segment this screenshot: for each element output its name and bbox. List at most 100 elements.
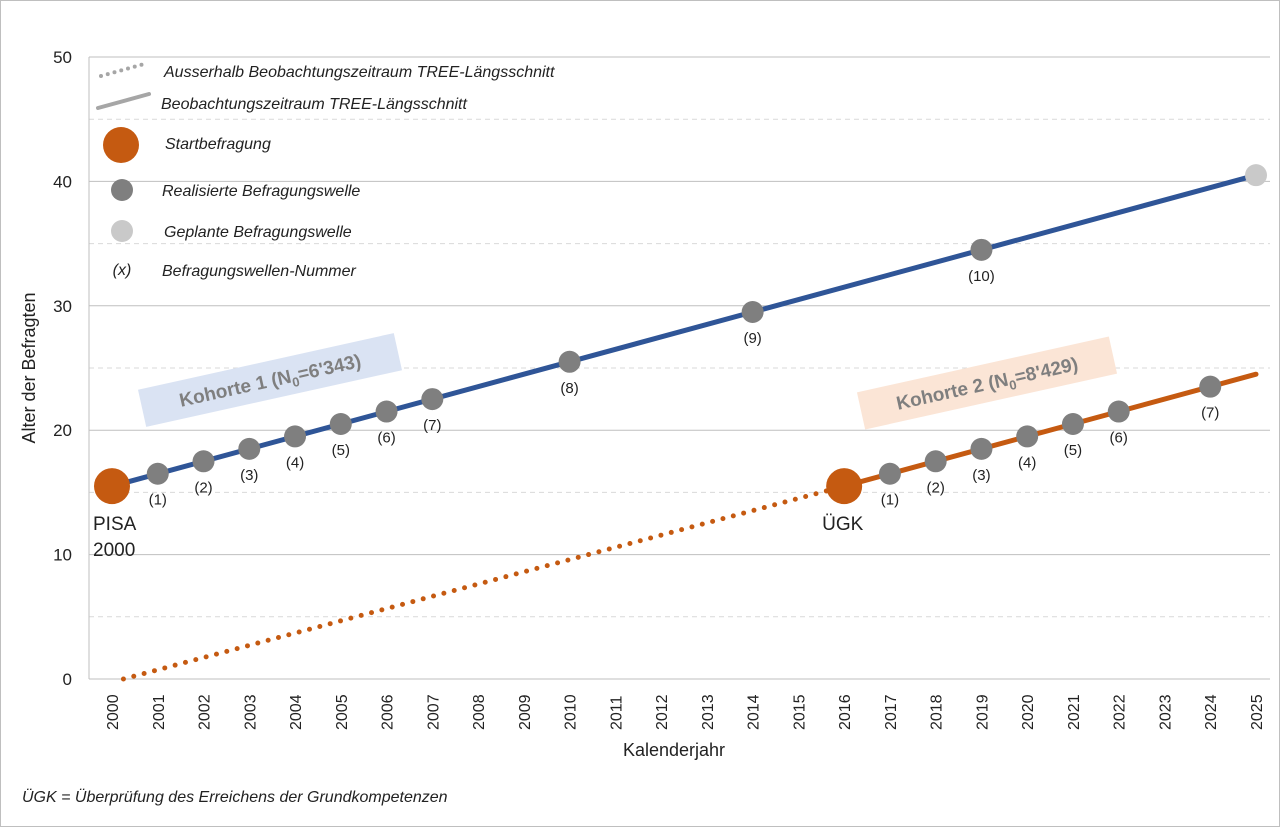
wave-number: (6) [377, 430, 395, 447]
start-marker [94, 468, 130, 505]
x-tick-label: 2009 [517, 694, 534, 730]
wave-marker [558, 350, 581, 373]
x-tick-label: 2020 [1020, 694, 1037, 730]
y-tick-label: 10 [53, 546, 72, 565]
legend-item: Ausserhalb Beobachtungszeitraum TREE-Län… [99, 61, 555, 81]
legend-realized-marker-icon [111, 179, 133, 201]
wave-number: (7) [1201, 405, 1219, 422]
wave-number: (4) [1018, 454, 1036, 471]
x-tick-label: 2016 [837, 694, 854, 730]
x-tick-label: 2024 [1203, 694, 1220, 730]
legend-label: Beobachtungszeitraum TREE-Längsschnitt [161, 96, 467, 113]
wave-marker [1107, 400, 1130, 423]
planned-marker [1245, 164, 1267, 187]
footnote: ÜGK = Überprüfung des Erreichens der Gru… [22, 789, 448, 806]
x-tick-label: 2025 [1249, 694, 1266, 730]
y-tick-label: 30 [53, 297, 72, 316]
legend-label: Realisierte Befragungswelle [162, 183, 360, 200]
wave-number: (3) [972, 467, 990, 484]
x-tick-label: 2019 [974, 694, 991, 730]
series-layer: PISA 2000 (1) (2) (3) (4) (5) (6) (7) (8) (9) (10) Ü… [93, 164, 1267, 682]
wave-marker [329, 412, 352, 435]
legend-label: Befragungswellen-Nummer [162, 263, 357, 280]
wave-marker [421, 388, 444, 411]
x-tick-label: 2021 [1066, 694, 1083, 730]
start-marker [826, 468, 863, 505]
wave-marker [1061, 412, 1084, 435]
wave-number: (10) [968, 268, 995, 285]
y-tick-label: 40 [53, 172, 72, 191]
wave-marker [238, 437, 261, 460]
y-tick-label: 0 [63, 670, 72, 689]
legend-label: Ausserhalb Beobachtungszeitraum TREE-Län… [163, 64, 555, 81]
series-dotted-line [120, 483, 847, 682]
x-tick-label: 2014 [746, 694, 763, 730]
wave-marker [1199, 375, 1222, 398]
wave-marker [970, 238, 993, 261]
series-1: PISA 2000 (1) (2) (3) (4) (5) (6) (7) (8) (9) (10) [93, 164, 1267, 561]
x-tick-label: 2000 [105, 694, 122, 730]
y-tick-label: 20 [53, 421, 72, 440]
legend-planned-marker-icon [111, 220, 133, 242]
x-tick-label: 2002 [197, 694, 214, 730]
wave-number: (8) [560, 380, 578, 397]
wave-number: (1) [149, 492, 167, 509]
x-tick-label: 2010 [563, 694, 580, 730]
wave-number: (7) [423, 417, 441, 434]
x-tick-label: 2012 [654, 694, 671, 730]
cohort-label-bg [137, 333, 403, 427]
axes: 0 10 20 30 40 50 2000 2001 2002 2003 2004 2005 2006 2… [19, 48, 1270, 760]
x-tick-label: 2023 [1157, 694, 1174, 730]
legend-item: Realisierte Befragungswelle [111, 179, 360, 201]
wave-marker [284, 425, 307, 448]
series-line [841, 371, 1259, 489]
wave-marker [1016, 425, 1039, 448]
wave-number: (6) [1110, 430, 1128, 447]
start-label: ÜGK [822, 514, 864, 535]
legend-item: Startbefragung [103, 127, 271, 163]
wave-marker [192, 450, 215, 473]
legend-dotted-line-icon [99, 61, 150, 78]
x-tick-label: 2022 [1112, 694, 1129, 730]
wave-number: (2) [194, 479, 212, 496]
wave-marker [878, 462, 901, 485]
x-tick-label: 2006 [380, 694, 397, 730]
legend-item: Geplante Befragungswelle [111, 220, 352, 242]
cohort-label: Kohorte 1 (N0=6'343) [137, 333, 403, 427]
wave-number: (4) [286, 454, 304, 471]
wave-number: (5) [1064, 442, 1082, 459]
series-2: ÜGK (1) (2) (3) (4) (5) (6) (7) [120, 371, 1259, 682]
x-axis-title: Kalenderjahr [623, 740, 725, 760]
x-tick-label: 2013 [700, 694, 717, 730]
legend: Ausserhalb Beobachtungszeitraum TREE-Län… [96, 61, 555, 280]
x-tick-label: 2017 [883, 694, 900, 730]
start-label: PISA [93, 514, 137, 535]
x-tick-label: 2004 [288, 694, 305, 730]
x-tick-label: 2011 [608, 695, 625, 730]
wave-marker [375, 400, 398, 423]
wave-marker [741, 301, 764, 324]
wave-number: (5) [332, 442, 350, 459]
y-axis-title: Alter der Befragten [19, 292, 39, 443]
legend-label: Startbefragung [165, 136, 271, 153]
x-tick-label: 2018 [929, 694, 946, 730]
x-tick-label: 2005 [334, 694, 351, 730]
x-tick-label: 2015 [791, 694, 808, 730]
legend-label: Geplante Befragungswelle [164, 224, 352, 241]
legend-wave-number-icon: (x) [113, 262, 132, 279]
legend-item: Beobachtungszeitraum TREE-Längsschnitt [96, 92, 467, 113]
wave-number: (1) [881, 492, 899, 509]
wave-marker [924, 450, 947, 473]
cohort-label-bg [856, 336, 1118, 430]
y-tick-label: 50 [53, 48, 72, 67]
legend-start-marker-icon [103, 127, 139, 163]
x-tick-label: 2001 [151, 694, 168, 730]
wave-number: (2) [927, 479, 945, 496]
wave-number: (3) [240, 467, 258, 484]
legend-item: (x) Befragungswellen-Nummer [113, 262, 357, 280]
wave-marker [146, 462, 169, 485]
x-tick-label: 2003 [242, 694, 259, 730]
x-tick-label: 2007 [425, 694, 442, 730]
wave-marker [970, 437, 993, 460]
